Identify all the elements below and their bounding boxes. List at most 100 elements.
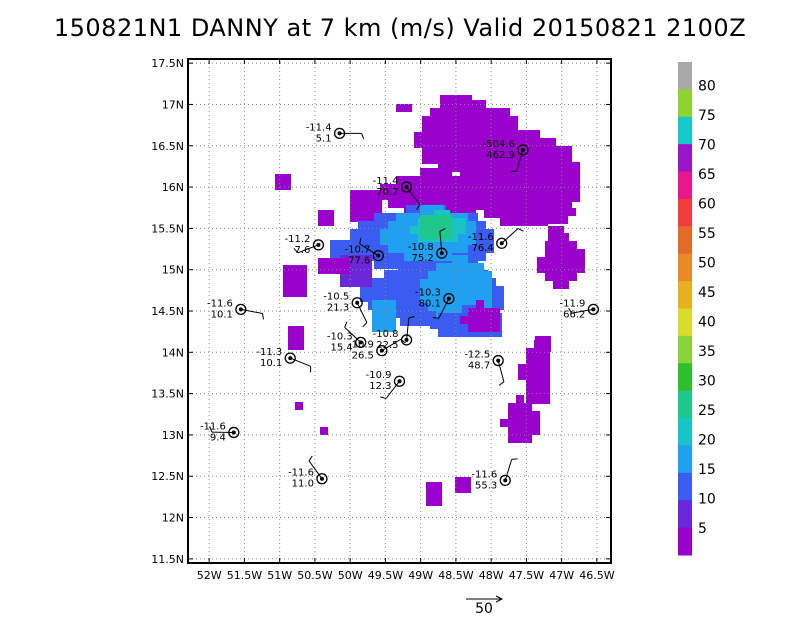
y-tick-label: 14.5N [151, 305, 184, 318]
field-cell [476, 300, 484, 308]
observation-value-2: 22.5 [376, 340, 398, 351]
observation-marker: -11.27.6 [285, 234, 325, 256]
field-cell [516, 194, 524, 202]
field-cell [484, 303, 492, 311]
field-cell [476, 308, 484, 316]
field-cell [380, 308, 388, 316]
field-cell [444, 271, 452, 279]
field-cell [288, 334, 296, 342]
field-cell [516, 146, 524, 154]
field-cell [454, 329, 462, 337]
field-cell [545, 273, 553, 281]
field-cell [412, 200, 420, 208]
field-cell [462, 140, 470, 148]
field-cell [436, 200, 444, 208]
field-cell [564, 178, 572, 186]
field-cell [412, 192, 420, 200]
field-cell [350, 229, 358, 237]
wind-barb [501, 228, 519, 244]
field-cell [446, 124, 454, 132]
field-cell [516, 130, 524, 138]
field-cell [326, 218, 334, 226]
field-cell [450, 226, 458, 234]
field-cell [486, 245, 494, 253]
field-cell [436, 215, 444, 223]
field-cell [392, 270, 400, 278]
field-cell [460, 245, 468, 253]
field-cell [500, 146, 508, 154]
field-cell [374, 221, 382, 229]
field-cell [450, 218, 458, 226]
field-cell [350, 198, 358, 206]
field-cell [444, 231, 452, 239]
field-cell [516, 435, 524, 443]
colorbar-label: 15 [698, 462, 716, 478]
field-cell [560, 216, 568, 224]
field-cell [478, 229, 486, 237]
field-cell [532, 170, 540, 178]
colorbar-label: 10 [698, 492, 716, 508]
marker-ring [284, 352, 296, 364]
field-cell [496, 286, 504, 294]
field-cell [470, 140, 478, 148]
field-cell [556, 194, 564, 202]
field-cell [540, 146, 548, 154]
observation-value-2: 70.7 [376, 187, 398, 198]
field-cell [442, 210, 450, 218]
field-cell [388, 300, 396, 308]
field-cell [524, 138, 532, 146]
field-cell [564, 202, 572, 210]
field-cell [568, 208, 576, 216]
observation-marker: -10.380.1 [415, 288, 455, 319]
field-cell [446, 116, 454, 124]
field-cell [524, 403, 532, 411]
field-cell [564, 162, 572, 170]
field-cell [526, 396, 534, 404]
wind-barb-flag [439, 228, 446, 232]
field-cell [374, 198, 382, 206]
field-cell [348, 255, 356, 263]
field-cell [540, 154, 548, 162]
field-cell [492, 154, 500, 162]
colorbar-segment [678, 116, 692, 145]
field-cell [476, 287, 484, 295]
colorbar-label: 35 [698, 344, 716, 360]
observation-value-1: -10.8 [408, 242, 434, 253]
field-cell [476, 324, 484, 332]
field-cell [340, 279, 348, 287]
field-cell [430, 132, 438, 140]
field-cell [326, 266, 334, 274]
field-cell [516, 427, 524, 435]
observation-marker: -11.69.4 [200, 421, 240, 443]
field-cell [446, 313, 454, 321]
field-cell [468, 192, 476, 200]
field-cell [450, 234, 458, 242]
field-cell [548, 234, 556, 242]
field-cell [428, 205, 436, 213]
field-cell [454, 148, 462, 156]
marker-ring [235, 303, 247, 315]
field-cell [398, 253, 406, 261]
field-cell [376, 286, 384, 294]
field-cell [436, 279, 444, 287]
field-cell [534, 388, 542, 396]
y-tick-label: 12.5N [151, 470, 184, 483]
field-cell [283, 281, 291, 289]
colorbar-label: 55 [698, 226, 716, 242]
field-cell [572, 178, 580, 186]
field-cell [388, 237, 396, 245]
field-cell [553, 241, 561, 249]
field-cell [446, 321, 454, 329]
field-cell [524, 435, 532, 443]
field-cell [384, 278, 392, 286]
field-cell [561, 281, 569, 289]
field-cell [364, 255, 372, 263]
field-cell [478, 253, 486, 261]
field-cell [516, 419, 524, 427]
field-cell [446, 140, 454, 148]
field-cell [408, 270, 416, 278]
field-cell [408, 302, 416, 310]
colorbar-label: 75 [698, 108, 716, 124]
field-cell [436, 223, 444, 231]
field-cell [548, 226, 556, 234]
